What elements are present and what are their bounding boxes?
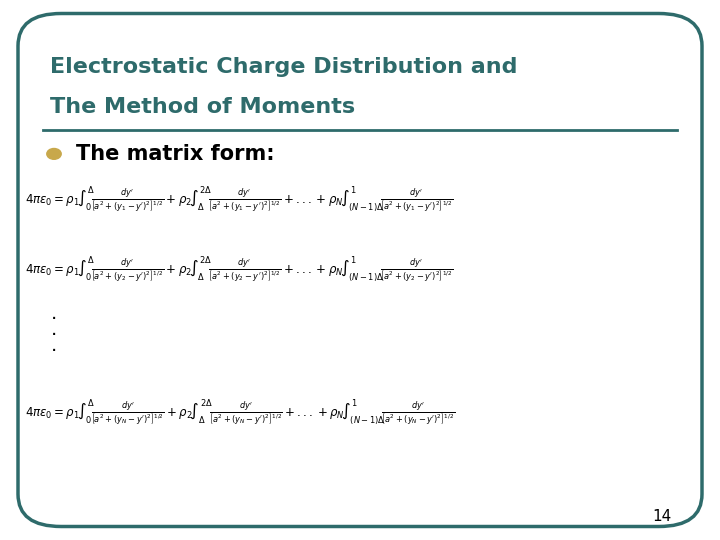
- Text: $4\pi\varepsilon_0 = \rho_1\!\int_0^{\Delta}\!\frac{dy'}{\left[a^2+(y_1-y')^2\ri: $4\pi\varepsilon_0 = \rho_1\!\int_0^{\De…: [25, 185, 454, 215]
- Text: 14: 14: [653, 509, 672, 524]
- FancyBboxPatch shape: [18, 14, 702, 526]
- Text: The matrix form:: The matrix form:: [76, 144, 274, 164]
- Text: .: .: [50, 336, 57, 355]
- Text: The Method of Moments: The Method of Moments: [50, 97, 356, 117]
- Text: $4\pi\varepsilon_0 = \rho_1\!\int_0^{\Delta}\!\frac{dy'}{\left[a^2+(y_2-y')^2\ri: $4\pi\varepsilon_0 = \rho_1\!\int_0^{\De…: [25, 255, 454, 285]
- Text: .: .: [50, 320, 57, 339]
- Text: Electrostatic Charge Distribution and: Electrostatic Charge Distribution and: [50, 57, 518, 77]
- Circle shape: [47, 148, 61, 159]
- Text: .: .: [50, 303, 57, 323]
- Text: $4\pi\varepsilon_0 = \rho_1\!\int_0^{\Delta}\!\frac{dy'}{\left[a^2+(y_N-y')^2\ri: $4\pi\varepsilon_0 = \rho_1\!\int_0^{\De…: [25, 398, 456, 428]
